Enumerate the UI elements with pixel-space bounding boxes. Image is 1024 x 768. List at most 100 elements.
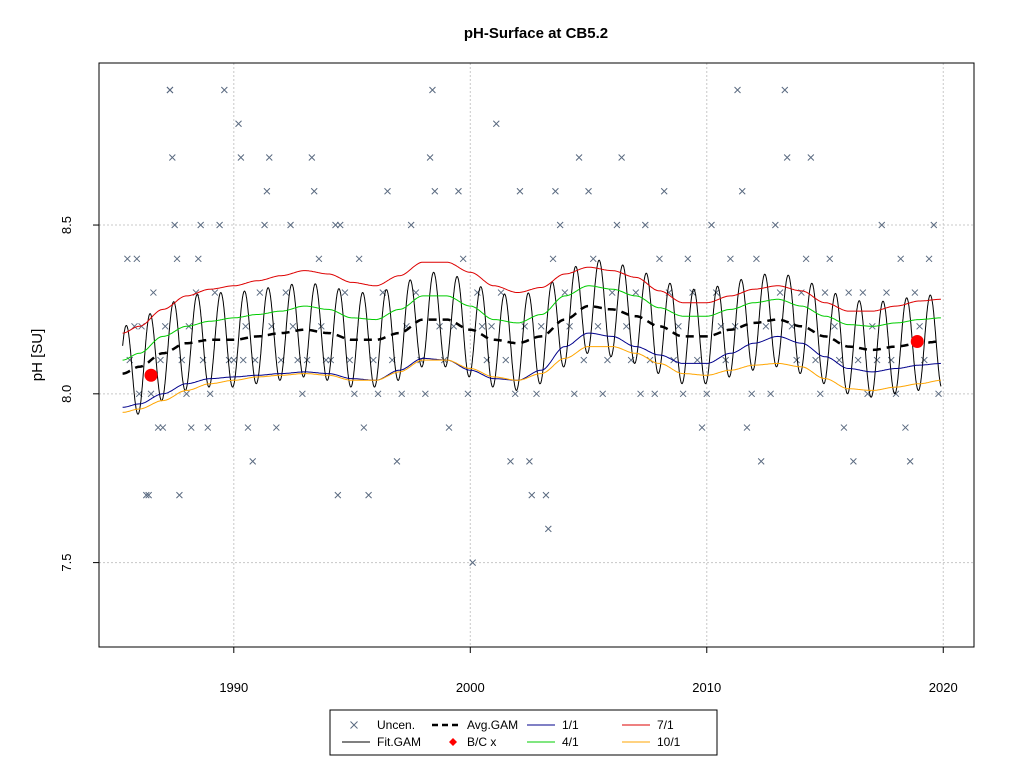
bc-point <box>144 368 158 382</box>
observation-point <box>355 255 363 263</box>
series-line-7-1 <box>122 261 941 334</box>
legend-item: 1/1 <box>527 718 579 732</box>
observation-point <box>753 255 760 263</box>
observation-point <box>282 289 290 296</box>
observation-point <box>528 491 536 499</box>
observation-point <box>651 390 659 398</box>
legend-label: 10/1 <box>657 735 681 749</box>
observation-point <box>171 221 179 229</box>
observation-point <box>178 356 186 364</box>
observation-point <box>211 289 219 296</box>
legend-label: Fit.GAM <box>377 735 421 749</box>
observation-point <box>242 322 249 330</box>
series-lines <box>122 259 942 415</box>
observation-point <box>365 491 372 499</box>
legend-x-icon <box>350 721 358 729</box>
observation-point <box>854 356 862 364</box>
observation-point <box>776 289 784 296</box>
observation-point <box>552 187 559 195</box>
y-axis: 7.5 8.0 8.5 <box>59 216 99 572</box>
observation-point <box>374 390 382 398</box>
legend-box <box>329 709 718 756</box>
observation-point <box>589 255 597 263</box>
legend-label: Uncen. <box>377 718 415 732</box>
observation-point <box>332 221 339 229</box>
legend-item: B/C x <box>449 735 496 749</box>
legend-label: Avg.GAM <box>467 718 518 732</box>
y-axis-label: pH [SU] <box>29 329 46 382</box>
observation-point <box>142 491 150 499</box>
observation-point <box>150 289 157 296</box>
observation-point <box>168 154 176 161</box>
legend: Uncen. Avg.GAM 1/1 7/1 Fit.GAM B/C x 4/1 10/1 <box>329 709 718 756</box>
observation-point <box>206 390 214 398</box>
observation-point <box>570 390 578 398</box>
observation-point <box>641 221 649 229</box>
observation-point <box>469 559 477 566</box>
x-tick-label: 1990 <box>219 680 248 695</box>
observation-point <box>261 221 268 229</box>
observation-point <box>341 289 349 296</box>
observation-point <box>393 457 401 465</box>
observation-point <box>426 154 434 161</box>
observation-point <box>421 390 429 398</box>
observation-point <box>831 322 838 330</box>
observation-point <box>623 322 630 330</box>
observation-point <box>459 255 467 263</box>
y-tick-label: 7.5 <box>59 554 74 572</box>
observation-point <box>802 255 810 263</box>
observation-point <box>618 154 625 161</box>
observation-point <box>157 356 164 364</box>
x-tick-label: 2000 <box>456 680 485 695</box>
observation-point <box>412 289 420 296</box>
observation-point <box>675 322 682 330</box>
fit-gam-line <box>122 259 942 415</box>
x-tick-label: 2010 <box>692 680 721 695</box>
observation-point <box>249 457 257 465</box>
observation-point <box>360 424 368 431</box>
observation-point <box>166 86 174 94</box>
observation-point <box>781 86 789 94</box>
observation-point <box>712 289 720 296</box>
bc-points <box>144 334 924 382</box>
observation-point <box>407 221 415 229</box>
chart-title: pH-Surface at CB5.2 <box>464 25 608 42</box>
observation-point <box>220 86 228 94</box>
observation-point <box>455 187 462 195</box>
observation-point <box>492 120 500 128</box>
bc-point <box>910 334 924 348</box>
observation-point <box>743 424 751 431</box>
observation-point <box>225 356 233 364</box>
observation-point <box>429 86 436 94</box>
observation-point <box>656 255 663 263</box>
observation-point <box>516 187 524 195</box>
observation-point <box>845 289 853 296</box>
observation-point <box>930 221 938 229</box>
observation-point <box>826 255 834 263</box>
observation-point <box>154 424 162 431</box>
observation-point <box>251 356 259 364</box>
avg-gam-line <box>122 304 941 375</box>
observation-point <box>244 424 252 431</box>
observation-point <box>537 322 545 330</box>
observation-point <box>235 120 242 128</box>
observation-point <box>850 457 857 465</box>
y-tick-label: 8.0 <box>59 385 74 403</box>
legend-item: 4/1 <box>527 735 579 749</box>
observation-point <box>883 289 890 296</box>
observation-point <box>693 356 701 364</box>
observation-point <box>575 154 583 161</box>
observation-point <box>632 289 640 296</box>
observation-point <box>315 255 323 263</box>
observation-point <box>147 390 155 398</box>
observation-point <box>816 390 824 398</box>
observation-point <box>916 322 923 330</box>
observation-point <box>289 322 297 330</box>
observation-point <box>679 390 687 398</box>
observation-point <box>878 221 886 229</box>
observation-point <box>580 356 588 364</box>
series-line-10-1 <box>122 346 941 413</box>
observation-point <box>873 356 881 364</box>
observation-point <box>533 390 540 398</box>
